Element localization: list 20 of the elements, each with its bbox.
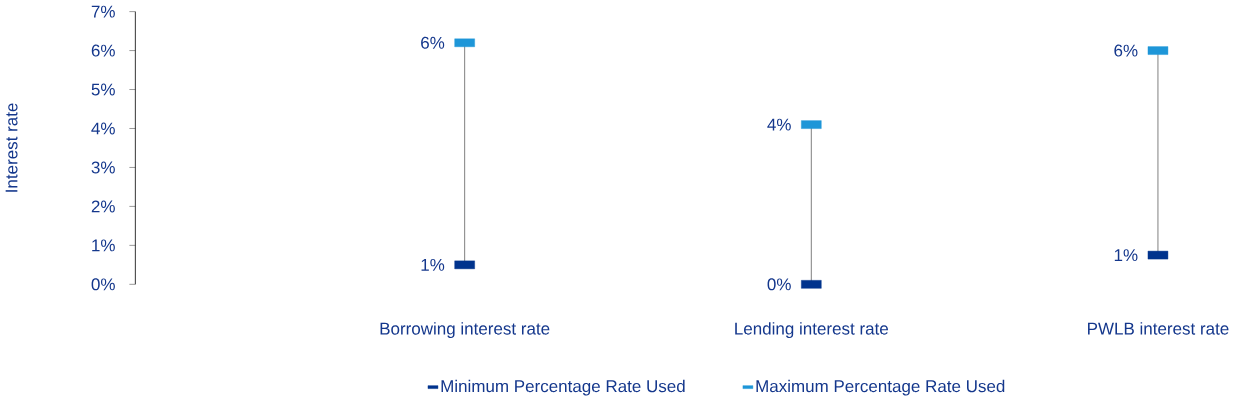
data-label: 1% (1114, 249, 1138, 262)
y-tick-label: 7% (91, 5, 115, 18)
data-label: 6% (1114, 44, 1138, 57)
legend-label: Maximum Percentage Rate Used (756, 379, 1005, 396)
x-tick-label: Lending interest rate (735, 322, 888, 339)
y-tick-label: 1% (92, 239, 115, 252)
data-label: 1% (421, 259, 445, 271)
y-tick-label: 3% (91, 161, 115, 174)
data-label: 4% (767, 118, 791, 131)
y-tick-label: 6% (91, 44, 115, 57)
data-label: 6% (421, 36, 445, 50)
y-tick-label: 4% (91, 122, 115, 135)
y-axis-title: Interest rate (5, 103, 18, 192)
data-label: 0% (767, 278, 791, 291)
y-tick-label: 5% (91, 83, 115, 96)
x-tick-label: Borrowing interest rate (380, 322, 550, 339)
x-tick-label: PWLB interest rate (1088, 322, 1229, 335)
legend-label: Minimum Percentage Rate Used (441, 379, 685, 396)
y-tick-label: 2% (91, 200, 115, 213)
y-tick-label: 0% (91, 278, 115, 291)
